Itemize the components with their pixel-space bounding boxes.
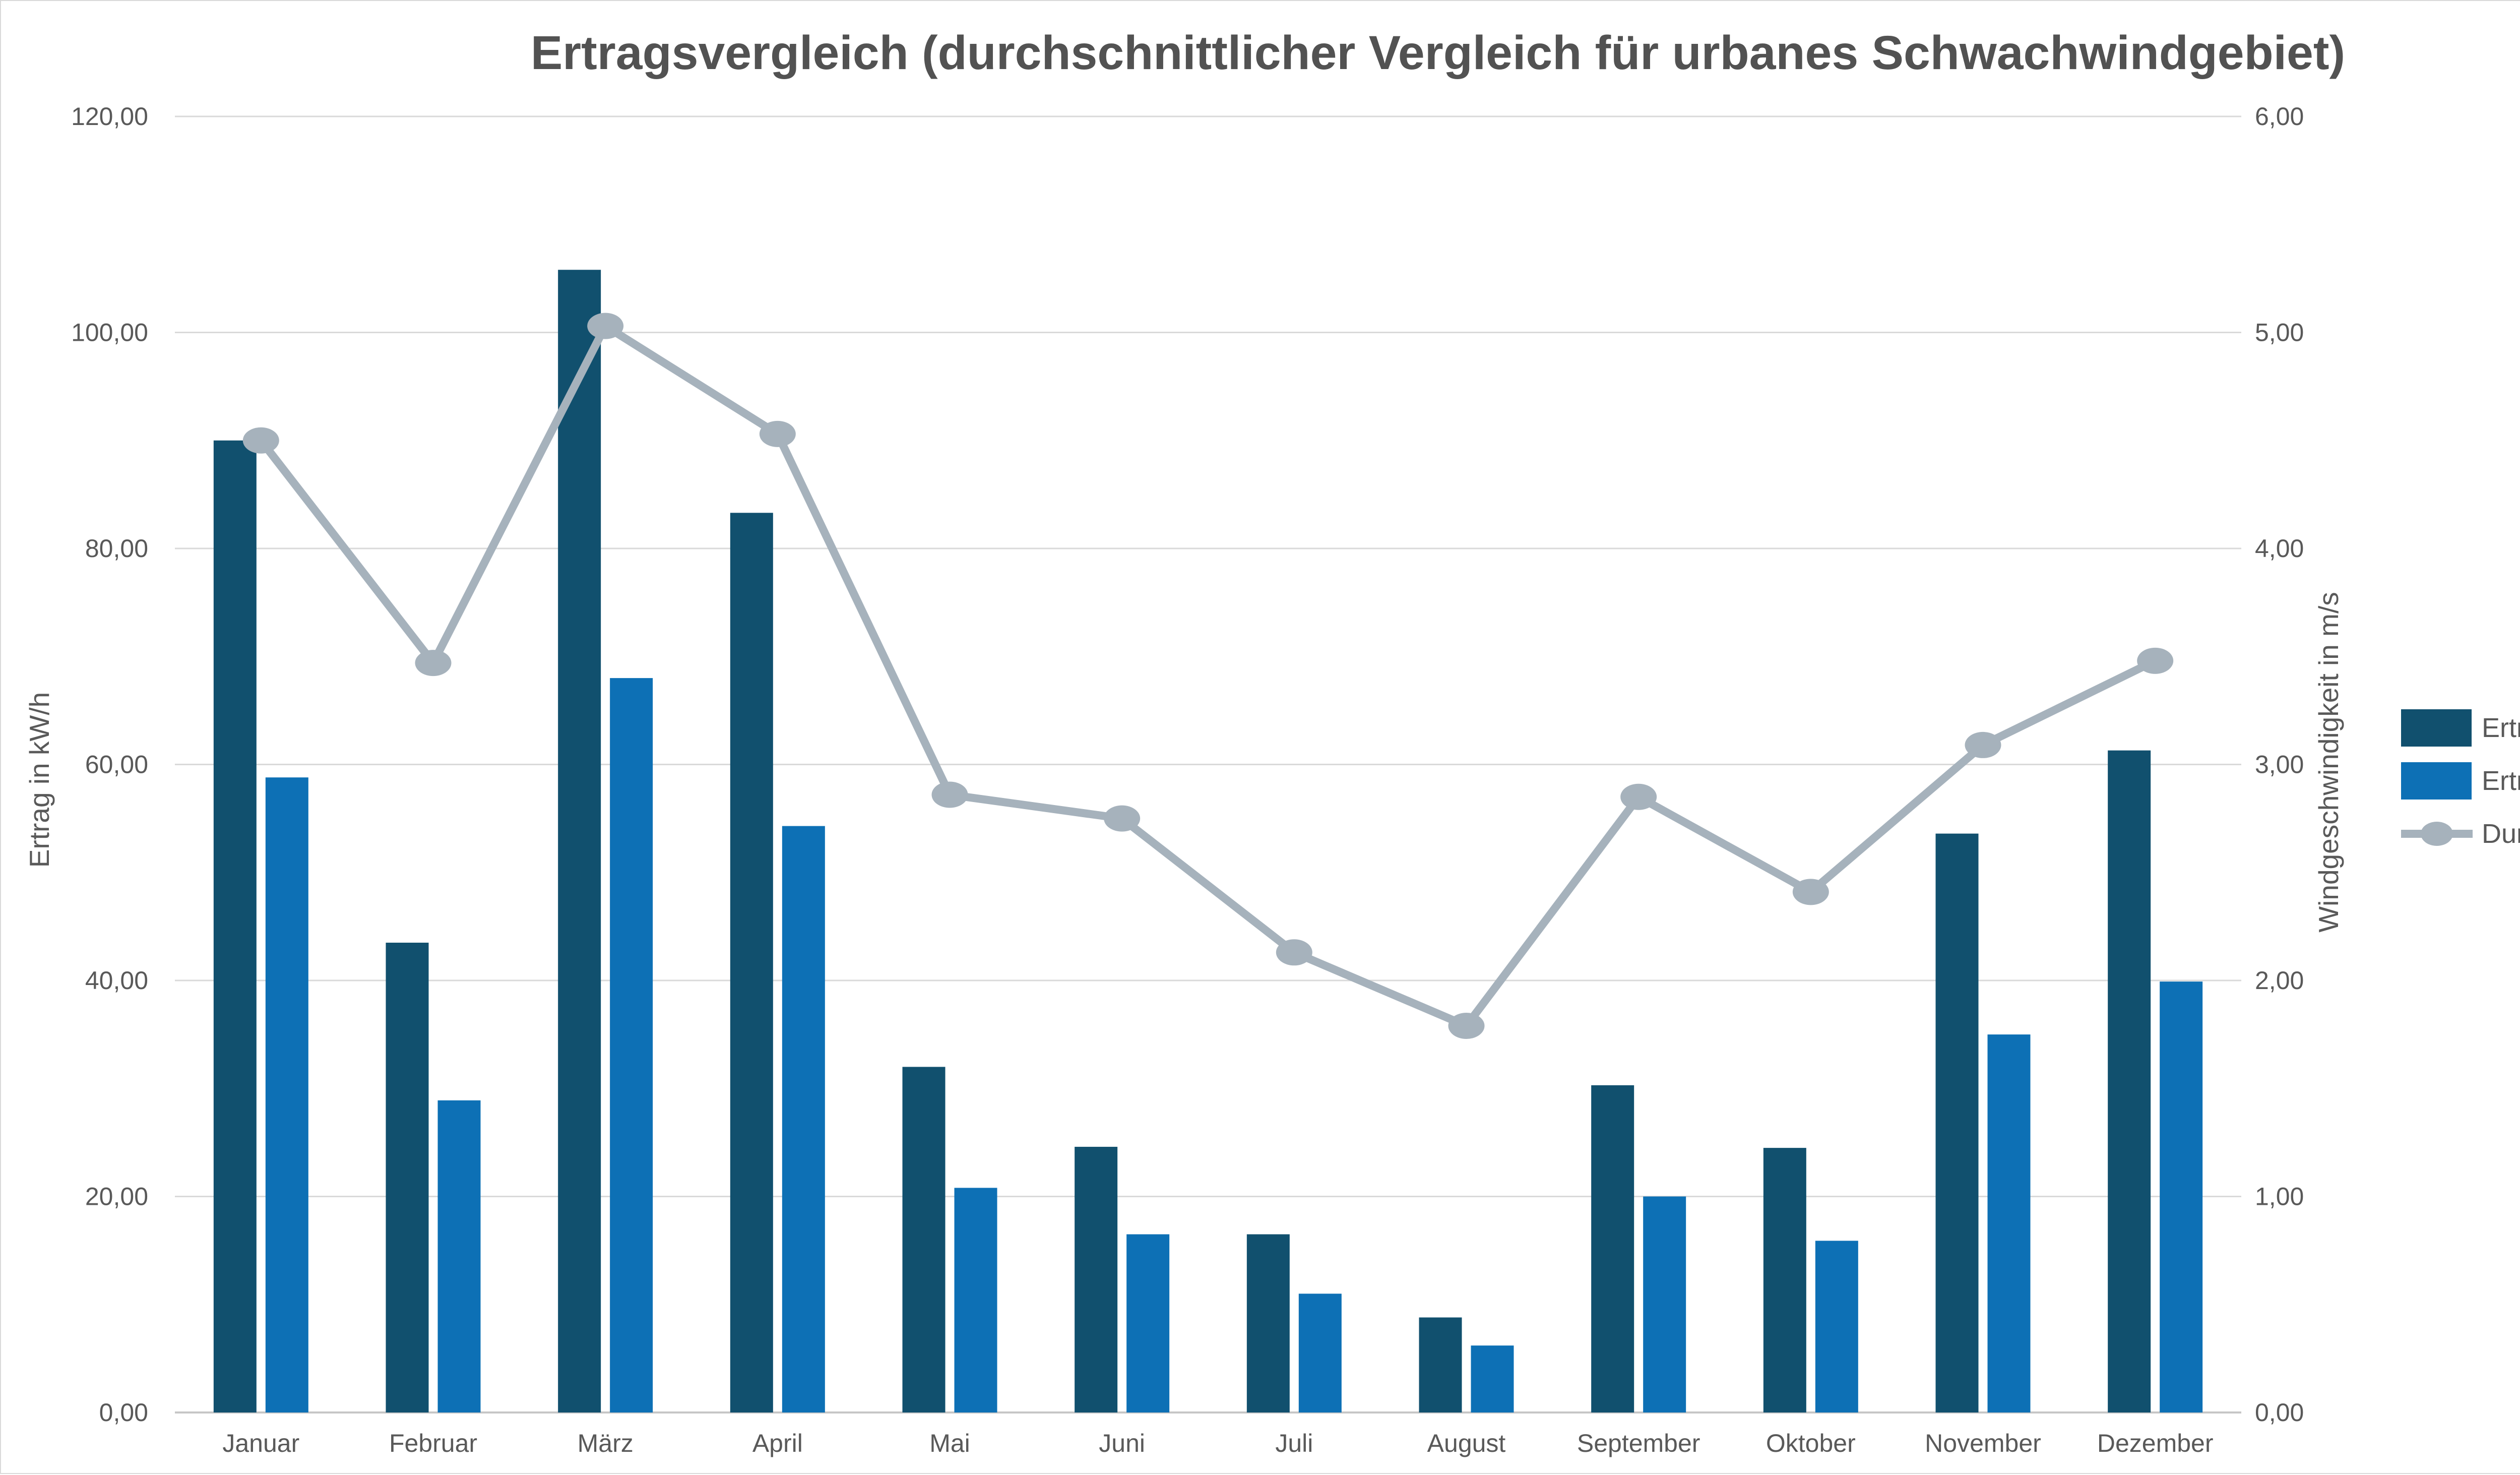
legend: Ertrag: 2x Dragon 1000 Ertrag: 1x Dragon… xyxy=(2401,709,2520,849)
right-axis-tick-label: 1,00 xyxy=(2255,1183,2304,1211)
windspeed-marker-juni xyxy=(1104,805,1141,832)
x-axis-label-märz: März xyxy=(578,1429,634,1457)
gridlines xyxy=(175,115,2241,1413)
bar-dragon1000-februar xyxy=(386,943,429,1412)
bar-dragon1500-april xyxy=(782,826,825,1412)
chart-title: Ertragsvergleich (durchschnittlicher Ver… xyxy=(531,26,2345,80)
bar-dragon1000-dezember xyxy=(2108,750,2151,1412)
bar-dragon1500-oktober xyxy=(1815,1241,1858,1412)
bar-dragon1500-august xyxy=(1471,1345,1514,1412)
legend-swatch-dragon1500 xyxy=(2401,762,2472,800)
windspeed-marker-dezember xyxy=(2137,647,2174,674)
line-series-group xyxy=(242,313,2174,1039)
legend-label-dragon1000: Ertrag: 2x Dragon 1000 xyxy=(2482,713,2520,743)
right-axis-tick-label: 3,00 xyxy=(2255,751,2304,779)
windspeed-marker-april xyxy=(759,420,796,447)
windspeed-marker-januar xyxy=(242,427,279,454)
bar-dragon1500-september xyxy=(1643,1196,1686,1412)
right-axis-tick-label: 2,00 xyxy=(2255,966,2304,995)
x-axis-label-juni: Juni xyxy=(1099,1429,1145,1457)
bar-dragon1000-november xyxy=(1935,833,1979,1412)
bar-dragon1000-januar xyxy=(213,440,257,1412)
bar-dragon1000-april xyxy=(730,513,773,1412)
windspeed-marker-juli xyxy=(1276,939,1312,966)
x-axis-label-juli: Juli xyxy=(1275,1429,1313,1457)
x-axis-label-februar: Februar xyxy=(389,1429,477,1457)
left-axis-tick-label: 0,00 xyxy=(99,1398,148,1427)
bar-dragon1000-juni xyxy=(1075,1146,1118,1412)
right-axis-tick-label: 5,00 xyxy=(2255,319,2304,347)
bar-dragon1000-märz xyxy=(558,270,601,1413)
x-axis-label-dezember: Dezember xyxy=(2097,1429,2214,1457)
bar-dragon1500-november xyxy=(1987,1034,2031,1412)
left-axis-tick-label: 60,00 xyxy=(85,751,148,779)
windspeed-marker-märz xyxy=(587,313,624,339)
left-axis-tick-label: 40,00 xyxy=(85,966,148,995)
right-axis-tick-label: 4,00 xyxy=(2255,534,2304,563)
x-axis-label-mai: Mai xyxy=(929,1429,970,1457)
windspeed-marker-februar xyxy=(415,650,452,677)
bar-dragon1000-juli xyxy=(1246,1234,1290,1412)
windspeed-marker-september xyxy=(1620,783,1657,810)
bar-dragon1500-februar xyxy=(437,1100,481,1412)
bar-dragon1000-oktober xyxy=(1763,1148,1806,1412)
left-axis-title: Ertrag in kW/h xyxy=(24,692,55,868)
right-axis-tick-label: 6,00 xyxy=(2255,102,2304,131)
bar-series-group xyxy=(213,270,2203,1413)
legend-marker-windspeed-icon xyxy=(2421,822,2453,846)
x-axis-label-august: August xyxy=(1427,1429,1506,1457)
windspeed-line xyxy=(257,322,2160,1030)
x-axis-label-april: April xyxy=(752,1429,803,1457)
legend-label-dragon1500: Ertrag: 1x Dragon 1500 xyxy=(2482,766,2520,796)
windspeed-marker-november xyxy=(1965,731,2001,758)
windspeed-marker-mai xyxy=(931,781,968,808)
bar-dragon1500-juli xyxy=(1298,1294,1342,1412)
left-axis-tick-label: 120,00 xyxy=(71,102,148,131)
right-axis-tick-labels: 6,00 5,00 4,00 3,00 2,00 1,00 0,00 xyxy=(2255,102,2304,1427)
windspeed-marker-oktober xyxy=(1792,879,1829,905)
x-axis-label-september: September xyxy=(1577,1429,1700,1457)
right-axis-tick-label: 0,00 xyxy=(2255,1398,2304,1427)
right-axis-title: Windgeschwindigkeit in m/s xyxy=(2313,592,2344,933)
bar-dragon1500-mai xyxy=(954,1188,997,1412)
left-axis-tick-labels: 120,00 100,00 80,00 60,00 40,00 20,00 0,00 xyxy=(71,102,148,1427)
x-axis-category-labels: Januar Februar März April Mai Juni Juli August S… xyxy=(222,1429,2213,1457)
bar-dragon1000-mai xyxy=(902,1067,946,1412)
bar-dragon1000-august xyxy=(1419,1317,1462,1412)
left-axis-tick-label: 100,00 xyxy=(71,319,148,347)
left-axis-tick-label: 80,00 xyxy=(85,534,148,563)
bar-dragon1500-dezember xyxy=(2160,981,2203,1412)
bar-dragon1500-märz xyxy=(610,678,653,1412)
bar-dragon1500-januar xyxy=(265,777,308,1412)
legend-swatch-dragon1000 xyxy=(2401,709,2472,747)
left-axis-tick-label: 20,00 xyxy=(85,1183,148,1211)
legend-label-windspeed: Durchschnittliche Windgeschw. xyxy=(2482,819,2520,849)
x-axis-label-november: November xyxy=(1925,1429,2041,1457)
x-axis-label-januar: Januar xyxy=(222,1429,299,1457)
x-axis-label-oktober: Oktober xyxy=(1766,1429,1856,1457)
bar-dragon1500-juni xyxy=(1126,1234,1170,1412)
windspeed-marker-august xyxy=(1448,1012,1485,1039)
bar-dragon1000-september xyxy=(1591,1085,1634,1412)
